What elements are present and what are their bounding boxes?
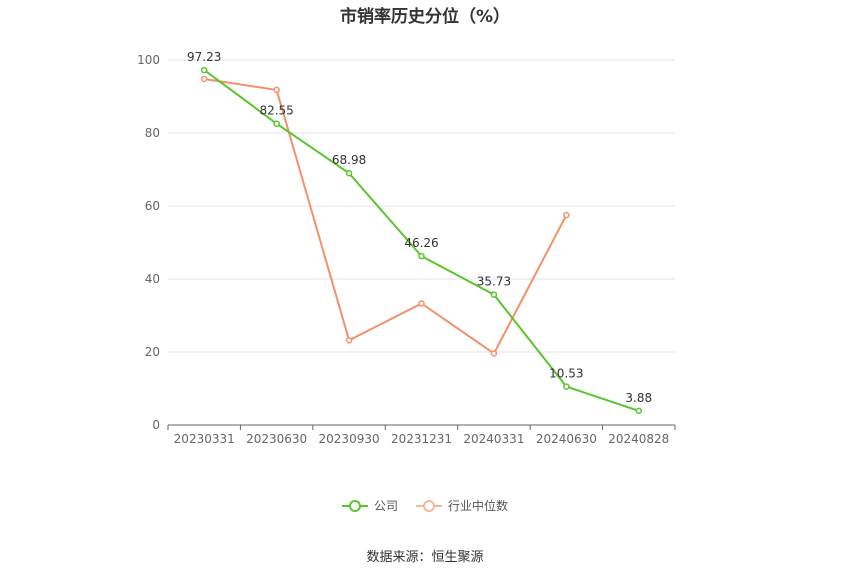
legend-item-industry-median[interactable]: 行业中位数 bbox=[416, 497, 508, 514]
legend: 公司 行业中位数 bbox=[0, 497, 850, 514]
y-tick-label: 100 bbox=[137, 53, 160, 67]
x-tick-label: 20230630 bbox=[246, 432, 307, 446]
data-label: 68.98 bbox=[332, 153, 366, 167]
x-tick-label: 20230331 bbox=[174, 432, 235, 446]
data-point-company bbox=[635, 407, 643, 415]
data-label: 10.53 bbox=[549, 367, 583, 381]
data-label: 35.73 bbox=[477, 275, 511, 289]
x-tick-label: 20240331 bbox=[463, 432, 524, 446]
legend-industry-label: 行业中位数 bbox=[448, 499, 509, 513]
data-point-industry-median bbox=[563, 211, 570, 219]
x-tick-label: 20240828 bbox=[608, 432, 669, 446]
data-label: 3.88 bbox=[625, 391, 652, 405]
y-tick-label: 60 bbox=[145, 199, 160, 213]
data-point-industry-median bbox=[418, 300, 425, 307]
data-labels: 97.23 82.55 68.98 46.26 35.73 10.53 3.88 bbox=[187, 50, 652, 405]
axes: 0 20 40 60 80 100 20230331 20230630 20230930 2023… bbox=[137, 53, 676, 446]
data-point-company bbox=[200, 66, 208, 74]
x-tick-label: 20230930 bbox=[319, 432, 380, 446]
data-label: 46.26 bbox=[404, 236, 438, 250]
data-point-industry-median bbox=[490, 350, 498, 357]
legend-company-marker bbox=[341, 499, 368, 513]
legend-item-company[interactable]: 公司 bbox=[341, 497, 398, 514]
data-point-company bbox=[490, 291, 498, 298]
y-tick-label: 20 bbox=[145, 345, 160, 359]
legend-industry-marker bbox=[416, 499, 442, 513]
data-point-company bbox=[563, 383, 570, 390]
data-label: 97.23 bbox=[187, 50, 221, 64]
data-label: 82.55 bbox=[259, 104, 293, 118]
series-line-industry-median bbox=[204, 77, 568, 355]
gridlines bbox=[168, 59, 675, 353]
chart-title: 市销率历史分位（%） bbox=[339, 7, 511, 27]
y-tick-label: 40 bbox=[145, 272, 160, 286]
data-point-company bbox=[273, 120, 280, 127]
data-point-industry-median bbox=[345, 337, 353, 344]
y-tick-label: 0 bbox=[152, 418, 160, 432]
x-tick-label: 20240630 bbox=[536, 432, 597, 446]
legend-company-label: 公司 bbox=[373, 499, 398, 513]
x-tick-label: 20231231 bbox=[391, 432, 452, 446]
series bbox=[200, 66, 643, 415]
data-source: 数据来源：恒生聚源 bbox=[366, 550, 484, 565]
data-point-industry-median bbox=[200, 75, 208, 83]
data-point-industry-median bbox=[273, 86, 280, 94]
y-tick-label: 80 bbox=[145, 126, 160, 140]
data-point-company bbox=[345, 169, 353, 177]
data-point-company bbox=[418, 252, 425, 260]
